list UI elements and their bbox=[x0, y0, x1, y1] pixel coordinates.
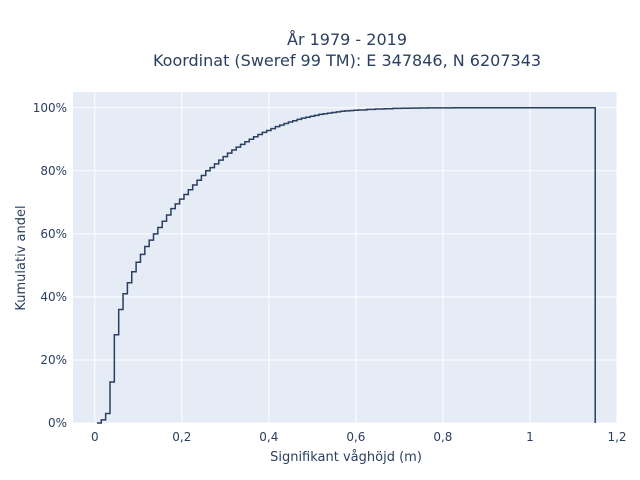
y-axis-label: Kumulativ andel bbox=[14, 205, 29, 310]
x-axis-ticks: 0 0,2 0,4 0,6 0,8 1 1,2 bbox=[91, 430, 627, 444]
x-axis-label: Signifikant våghöjd (m) bbox=[270, 450, 422, 465]
y-tick-label: 0% bbox=[48, 416, 67, 430]
y-tick-label: 20% bbox=[40, 353, 67, 367]
series-group bbox=[96, 107, 596, 424]
y-tick-label: 100% bbox=[33, 101, 67, 115]
y-tick-label: 40% bbox=[40, 290, 67, 304]
plot-area bbox=[73, 92, 617, 423]
x-tick-label: 0,2 bbox=[172, 430, 191, 444]
chart-title-line1: År 1979 - 2019 bbox=[287, 30, 407, 49]
chart-title-line2: Koordinat (Sweref 99 TM): E 347846, N 62… bbox=[153, 51, 541, 70]
x-tick-label: 0,4 bbox=[259, 430, 278, 444]
x-tick-label: 1,2 bbox=[607, 430, 626, 444]
x-tick-label: 0 bbox=[91, 430, 99, 444]
cumulative-step-line bbox=[96, 107, 596, 424]
x-tick-label: 1 bbox=[526, 430, 534, 444]
y-tick-label: 60% bbox=[40, 227, 67, 241]
x-tick-label: 0,6 bbox=[346, 430, 365, 444]
x-tick-label: 0,8 bbox=[433, 430, 452, 444]
y-axis-ticks: 0% 20% 40% 60% 80% 100% bbox=[33, 101, 67, 430]
y-tick-label: 80% bbox=[40, 164, 67, 178]
